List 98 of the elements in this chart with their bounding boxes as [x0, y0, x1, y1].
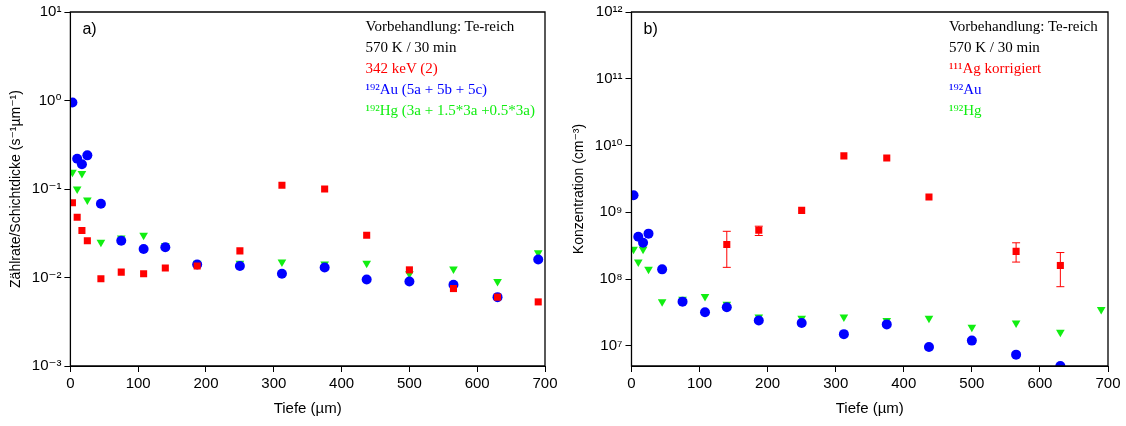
point [840, 152, 848, 160]
point [967, 324, 977, 333]
point [95, 198, 106, 209]
annotation: Vorbehandlung: Te-reich [365, 18, 515, 35]
x-tick-label: 400 [329, 374, 355, 392]
point [533, 254, 544, 265]
x-tick-label: 600 [1027, 374, 1053, 392]
point [638, 237, 649, 248]
point [321, 185, 329, 193]
point [1011, 320, 1021, 329]
point [798, 206, 806, 214]
y-axis-title: Zählrate/Schichtdicke (s⁻¹µm⁻¹) [7, 90, 24, 288]
y-tick-label: 10⁻³ [31, 356, 62, 374]
point [923, 342, 934, 353]
point [643, 228, 654, 239]
point [276, 268, 287, 279]
y-tick-label: 10¹ [39, 2, 62, 20]
point [96, 239, 106, 248]
x-tick-label: 100 [687, 374, 713, 392]
text: 342 keV (2) [365, 60, 438, 78]
point [277, 259, 287, 267]
point [1096, 307, 1106, 315]
text: ¹⁹²Au (5a + 5b + 5c) [365, 81, 488, 99]
annotation: Vorbehandlung: Te-reich [948, 18, 1099, 35]
x-tick-label: 100 [125, 374, 151, 392]
point [78, 226, 86, 234]
point [493, 279, 502, 287]
point [73, 213, 81, 221]
text: ¹⁹²Hg [948, 102, 983, 119]
point [83, 197, 92, 206]
y-tick-label: 10⁷ [600, 336, 623, 354]
y-tick-label: 10¹¹ [595, 68, 623, 86]
point [161, 264, 169, 272]
point [1011, 349, 1022, 360]
point [140, 270, 148, 278]
point [76, 159, 87, 170]
point [644, 266, 653, 275]
x-tick-label: 300 [261, 374, 287, 392]
point [449, 266, 458, 274]
point [924, 315, 934, 324]
y-tick-label: 10⁸ [599, 269, 623, 287]
point [363, 231, 371, 239]
x-axis-title: Tiefe (µm) [273, 399, 342, 417]
point [138, 243, 149, 254]
point [117, 268, 125, 276]
point [404, 276, 415, 287]
point [405, 266, 413, 274]
x-tick-label: 500 [959, 374, 985, 392]
x-tick-label: 700 [1095, 374, 1121, 392]
annotation: 570 K / 30 min [948, 39, 1041, 56]
point [633, 259, 643, 268]
point [700, 307, 711, 318]
y-tick-label: 10¹² [595, 2, 623, 20]
y-tick-label: 10⁹ [599, 202, 623, 220]
y-tick-label: 10⁰ [38, 90, 62, 108]
point [70, 199, 76, 207]
point [1056, 329, 1065, 338]
point [82, 150, 93, 161]
y-axis-title: Konzentration (cm⁻³) [570, 123, 587, 255]
point [883, 154, 891, 162]
point [657, 299, 667, 307]
x-tick-label: 0 [627, 374, 636, 392]
point [838, 329, 849, 340]
point [966, 335, 977, 346]
point [881, 319, 892, 330]
y-tick-label: 10¹⁰ [594, 135, 623, 153]
text: ¹⁹²Hg (3a + 1.5*3a +0.5*3a) [365, 102, 536, 120]
point [278, 181, 286, 189]
x-tick-label: 200 [193, 374, 219, 392]
point [97, 275, 105, 283]
x-tick-label: 600 [464, 374, 490, 392]
text: ¹⁹²Au [948, 81, 983, 98]
text: ¹¹¹Ag korrigiert [948, 60, 1043, 77]
point [361, 274, 372, 285]
annotation: a) [82, 20, 97, 38]
point [796, 318, 807, 329]
point [839, 314, 849, 323]
point [449, 285, 458, 293]
point [362, 260, 372, 269]
x-tick-label: 0 [66, 374, 75, 392]
point [925, 193, 933, 201]
point [657, 264, 668, 275]
point [236, 247, 244, 255]
x-tick-label: 500 [396, 374, 422, 392]
x-axis-title: Tiefe (µm) [835, 399, 904, 417]
point [83, 237, 91, 245]
y-tick-label: 10⁻¹ [31, 179, 62, 197]
x-tick-label: 300 [823, 374, 849, 392]
x-tick-label: 400 [891, 374, 917, 392]
annotation: 570 K / 30 min [365, 39, 457, 56]
x-tick-label: 200 [755, 374, 781, 392]
point [700, 293, 710, 302]
x-tick-label: 700 [532, 374, 558, 392]
annotation: b) [643, 20, 658, 38]
point [534, 298, 542, 306]
y-tick-label: 10⁻² [31, 267, 62, 285]
point [139, 232, 148, 241]
point [77, 170, 87, 179]
